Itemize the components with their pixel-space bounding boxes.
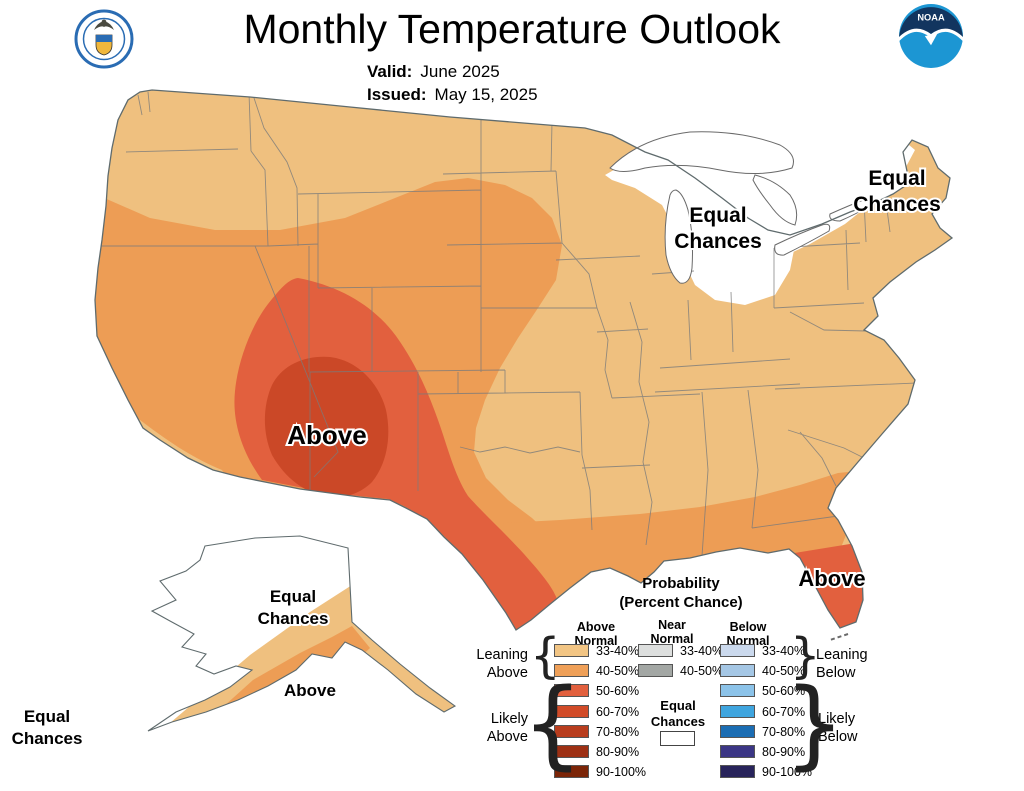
issued-label: Issued: — [367, 85, 427, 104]
noaa-logo: NOAA — [897, 4, 965, 68]
noaa-logo-dark-fan — [899, 7, 963, 40]
core-region-above-60-70 — [264, 356, 389, 498]
lake-michigan — [664, 189, 693, 284]
likely-above-brace: { — [522, 668, 584, 780]
below-90-100-swatch — [720, 765, 755, 778]
doc-eagle — [94, 21, 114, 30]
florida-above-label: Above — [798, 566, 865, 591]
likely-above-label: Likely Above — [486, 711, 528, 746]
equal-chances-swatch — [660, 731, 695, 746]
below-33-40-swatch — [720, 644, 755, 657]
page-title: Monthly Temperature Outlook — [243, 6, 781, 52]
lake-superior — [609, 131, 794, 175]
alaska-equal-chances-label-line1: Equal — [270, 587, 316, 606]
legend-equal-chances-label: Equal Chances — [650, 698, 706, 729]
midwest-equal-chances-label-line2: Chances — [674, 230, 762, 253]
likely-below-label: Likely Below — [818, 711, 858, 746]
conus-outline — [94, 89, 954, 631]
below-50-60-swatch — [720, 684, 755, 697]
alaska-equal-chances-label-line2: Chances — [258, 609, 329, 628]
near-normal-header: Near Normal — [650, 618, 694, 647]
above-90-100-swatch — [554, 765, 589, 778]
lake-huron — [752, 174, 798, 226]
alaska-outline — [147, 535, 457, 732]
valid-line: Valid: June 2025 — [367, 62, 500, 82]
northeast-equal-chances-label-line2: Chances — [853, 193, 941, 216]
leaning-above-brace: { — [530, 628, 561, 684]
department-of-commerce-seal — [74, 9, 134, 69]
leaning-below-brace: } — [790, 628, 821, 684]
near-40-50-swatch — [638, 664, 673, 677]
below-40-50-swatch — [720, 664, 755, 677]
legend-title-line2: (Percent Chance) — [619, 594, 743, 611]
below-60-70-swatch — [720, 705, 755, 718]
aleutian-equal-chances-label-line2: Chances — [12, 729, 83, 748]
northeast-equal-chances-label-line1: Equal — [868, 167, 925, 190]
lake-erie — [774, 223, 831, 256]
legend-title-line1: Probability — [642, 575, 720, 592]
valid-label: Valid: — [367, 62, 413, 81]
below-70-80-swatch — [720, 725, 755, 738]
above-40-50-swatch — [554, 664, 589, 677]
noaa-logo-text: NOAA — [917, 13, 945, 23]
near-33-40-swatch — [638, 644, 673, 657]
great-lakes — [609, 131, 874, 284]
above-33-40-swatch — [554, 644, 589, 657]
socal-coast-above-33-40 — [126, 412, 224, 479]
leaning-above-label: Leaning Above — [476, 647, 528, 682]
valid-value: June 2025 — [420, 62, 500, 81]
state-boundaries — [97, 91, 917, 557]
issued-line: Issued: May 15, 2025 — [367, 85, 538, 105]
florida-keys — [829, 633, 849, 641]
above-60-70-swatch — [554, 705, 589, 718]
aleutian-equal-chances-label-line1: Equal — [24, 707, 70, 726]
southwest-above-label: Above — [287, 420, 366, 450]
likely-below-brace: } — [784, 668, 846, 780]
probability-legend: Probability (Percent Chance) Above Norma… — [456, 574, 906, 791]
above-70-80-swatch — [554, 725, 589, 738]
leaning-below-label: Leaning Below — [816, 647, 868, 682]
above-80-90-swatch — [554, 745, 589, 758]
alaska-above-label: Above — [284, 681, 336, 700]
midwest-equal-chances-label-line1: Equal — [689, 204, 746, 227]
above-50-60-swatch — [554, 684, 589, 697]
below-80-90-swatch — [720, 745, 755, 758]
issued-value: May 15, 2025 — [434, 85, 538, 104]
